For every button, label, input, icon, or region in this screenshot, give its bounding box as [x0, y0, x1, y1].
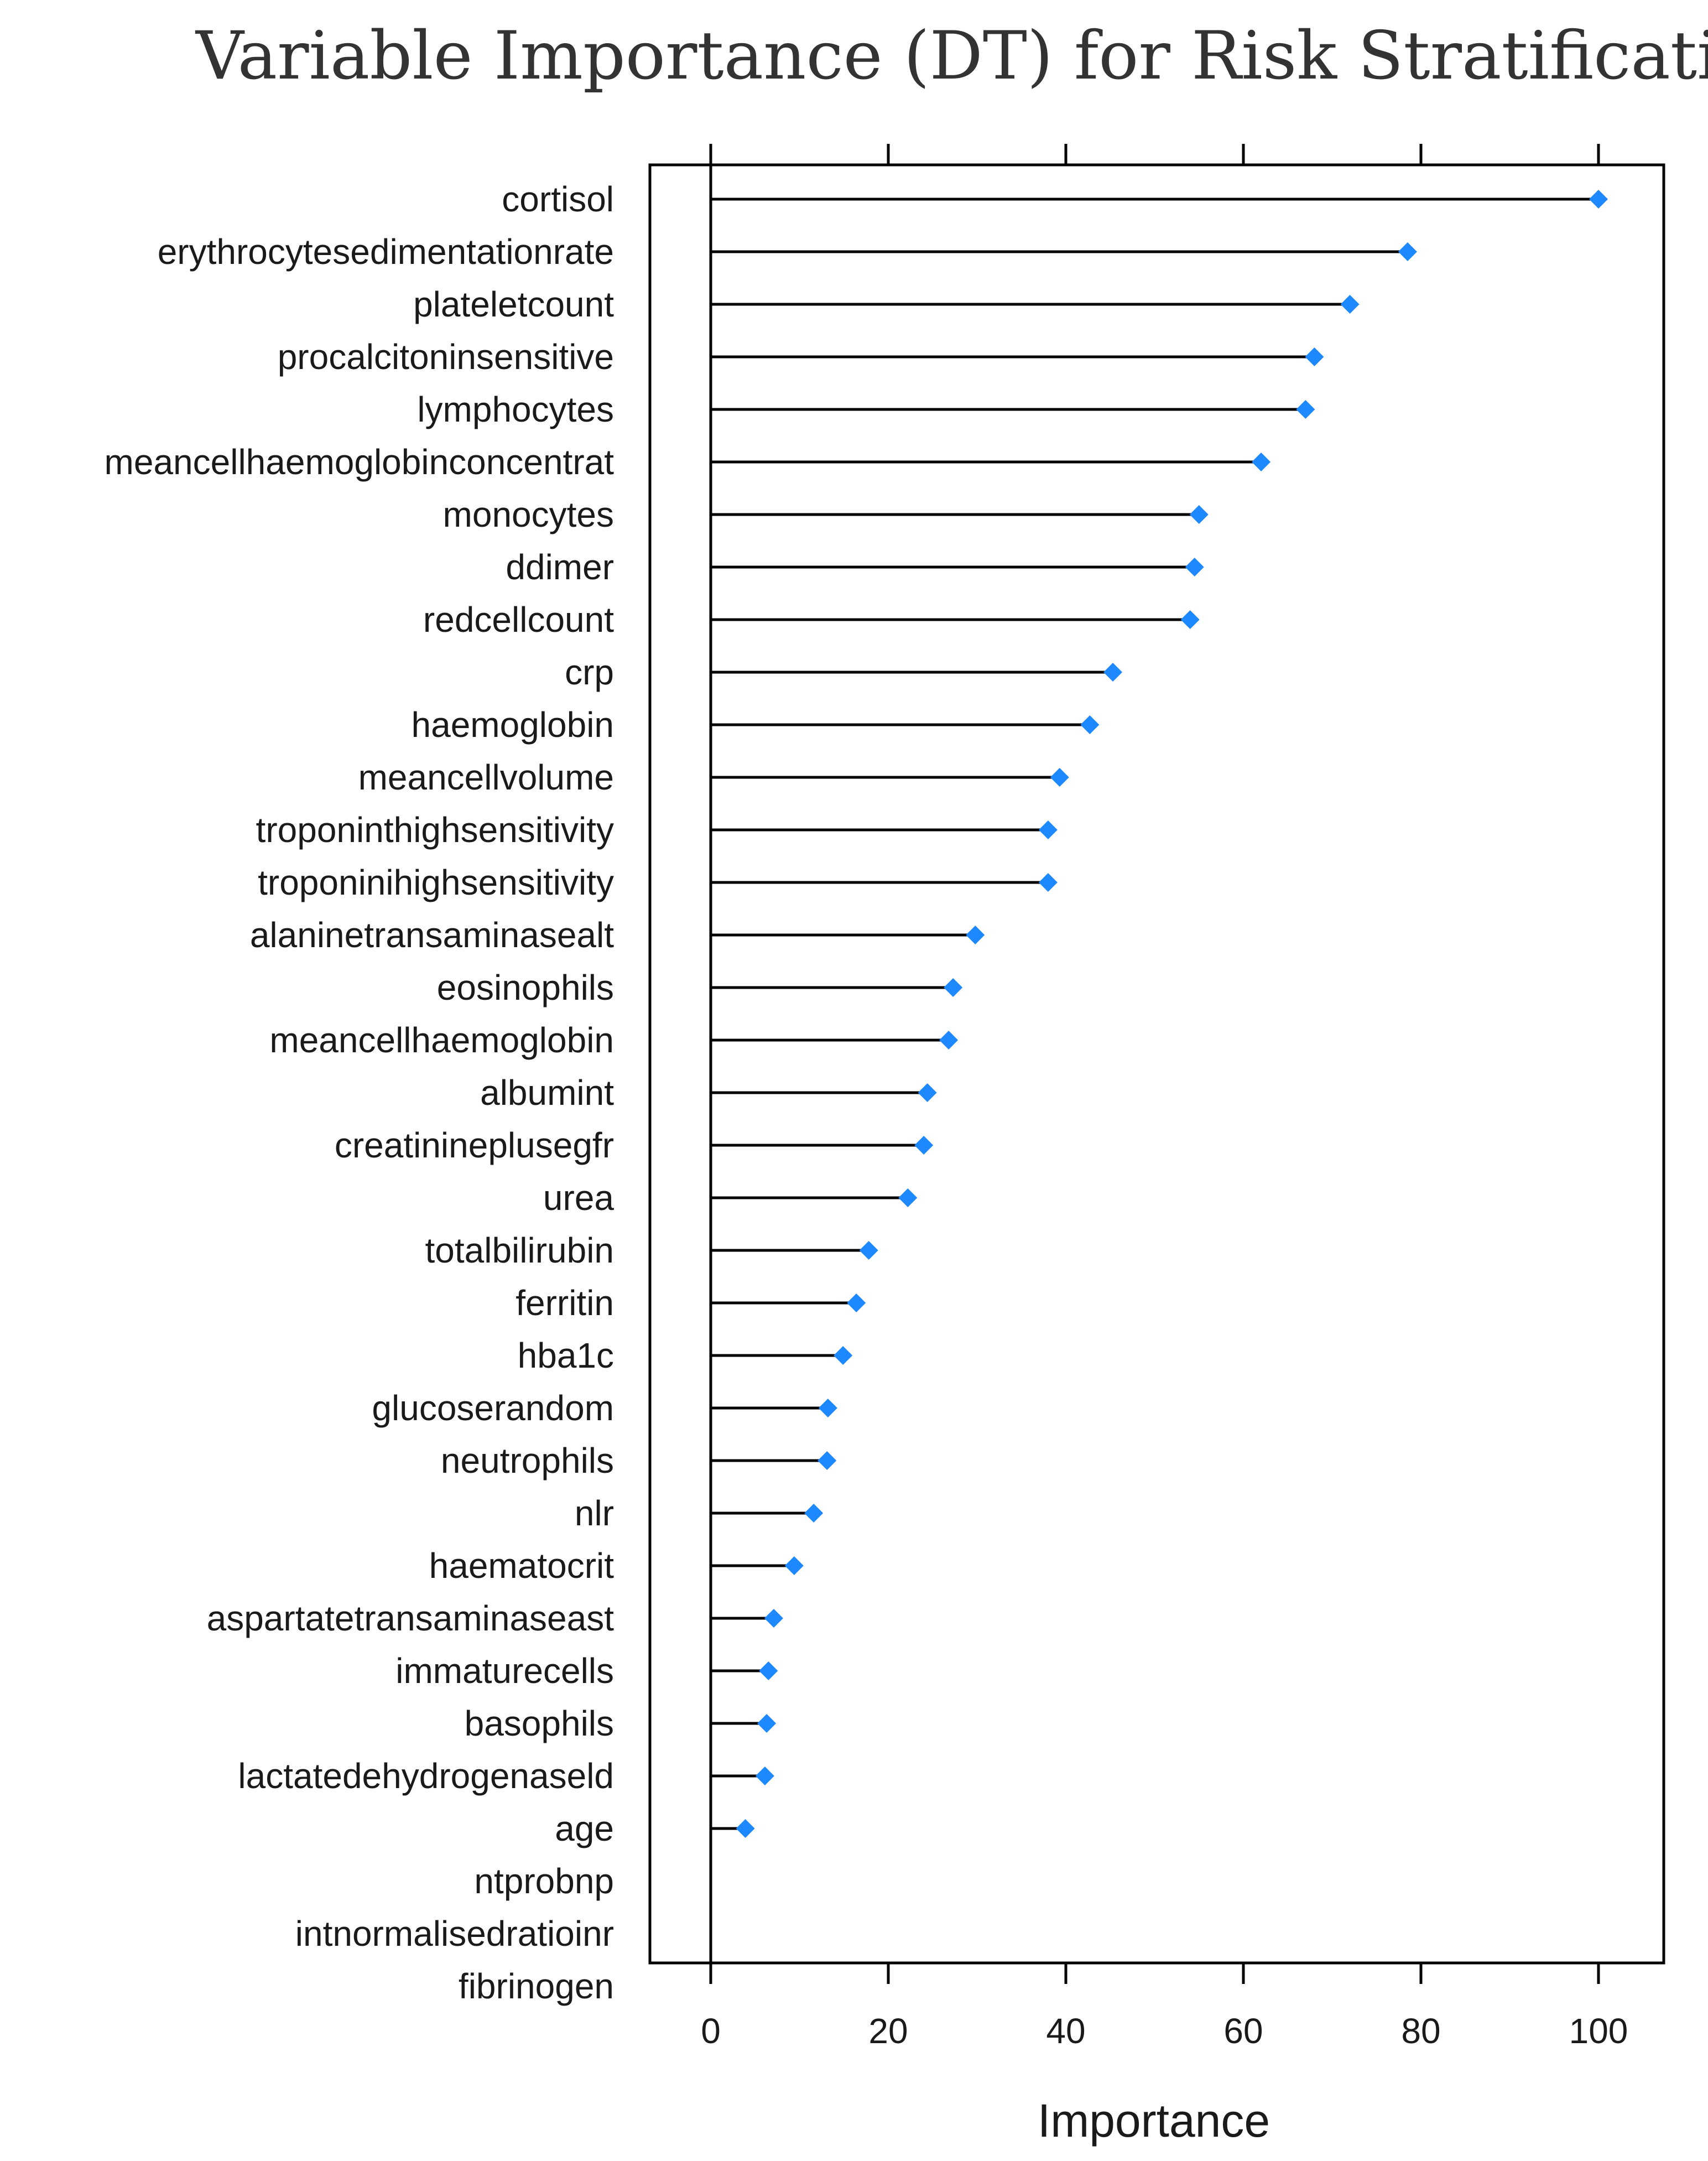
importance-marker	[939, 1031, 959, 1050]
category-label: age	[555, 1809, 614, 1848]
category-label: haemoglobin	[412, 705, 615, 745]
category-label: lactatedehydrogenaseld	[238, 1756, 614, 1796]
category-label: nlr	[575, 1493, 614, 1533]
category-label: albumint	[480, 1073, 614, 1113]
top-axis-ticks	[709, 144, 1600, 165]
importance-marker	[944, 978, 963, 997]
importance-marker	[1038, 873, 1058, 892]
category-label: troponinthighsensitivity	[256, 810, 614, 850]
importance-marker	[1185, 558, 1204, 576]
category-label: alaninetransaminasealt	[250, 915, 614, 955]
x-tick-label: 0	[701, 2011, 721, 2051]
category-label: basophils	[465, 1703, 614, 1743]
category-label: immaturecells	[395, 1651, 614, 1691]
category-label: ddimer	[506, 547, 614, 587]
category-label: eosinophils	[437, 968, 614, 1007]
category-label: hba1c	[518, 1336, 614, 1375]
plot-area-frame	[648, 163, 1665, 1965]
category-label: fibrinogen	[459, 1966, 614, 2006]
importance-marker	[757, 1714, 777, 1733]
x-tick-label: 100	[1569, 2011, 1628, 2051]
importance-marker	[847, 1294, 866, 1312]
category-label: troponinihighsensitivity	[258, 863, 614, 902]
importance-stems	[711, 198, 1598, 1830]
category-label: meancellhaemoglobinconcentrat	[105, 442, 615, 482]
category-label: redcellcount	[423, 600, 614, 640]
importance-marker	[1589, 190, 1608, 209]
category-label: aspartatetransaminaseast	[207, 1598, 615, 1638]
category-label: ferritin	[515, 1283, 614, 1323]
category-label: ntprobnp	[474, 1861, 614, 1901]
category-label: lymphocytes	[417, 389, 614, 429]
importance-marker	[1340, 295, 1360, 314]
importance-marker	[736, 1819, 755, 1838]
importance-marker	[755, 1767, 774, 1785]
importance-marker	[759, 1661, 778, 1680]
category-label: intnormalisedratioinr	[295, 1914, 614, 1954]
category-label: procalcitoninsensitive	[278, 337, 614, 377]
importance-marker	[818, 1399, 837, 1417]
category-label: totalbilirubin	[425, 1230, 614, 1270]
importance-marker	[1252, 453, 1271, 471]
importance-marker	[1103, 663, 1123, 682]
category-label: glucoserandom	[372, 1388, 614, 1428]
importance-marker	[1038, 820, 1058, 839]
category-label: creatinineplusegfr	[335, 1125, 614, 1165]
category-label: urea	[543, 1178, 615, 1218]
importance-marker	[1296, 400, 1315, 419]
importance-markers	[736, 190, 1608, 1838]
category-label: meancellhaemoglobin	[269, 1020, 614, 1060]
importance-marker	[1398, 242, 1417, 261]
category-label: erythrocytesedimentationrate	[158, 232, 614, 272]
importance-marker	[914, 1136, 934, 1155]
importance-marker	[1189, 505, 1209, 524]
x-tick-label: 40	[1046, 2011, 1085, 2051]
importance-marker	[898, 1188, 918, 1207]
category-label: meancellvolume	[358, 757, 614, 797]
importance-marker	[918, 1083, 937, 1102]
category-label: cortisol	[502, 179, 614, 219]
importance-marker	[859, 1241, 878, 1260]
importance-marker	[804, 1504, 824, 1523]
importance-marker	[1080, 715, 1100, 734]
importance-marker	[764, 1609, 783, 1628]
importance-marker	[784, 1556, 804, 1575]
x-tick-label: 80	[1401, 2011, 1440, 2051]
category-label: haematocrit	[429, 1546, 615, 1586]
importance-marker	[966, 926, 985, 944]
importance-marker	[1050, 768, 1069, 787]
category-labels: cortisol erythrocytesedimentationrate plat…	[105, 179, 615, 2006]
importance-marker	[1305, 347, 1324, 366]
category-label: crp	[565, 652, 614, 692]
importance-marker	[817, 1451, 837, 1470]
x-axis-title: Importance	[1038, 2095, 1270, 2147]
category-label: neutrophils	[441, 1441, 614, 1481]
category-label: plateletcount	[413, 284, 614, 324]
chart-title: Variable Importance (DT) for Risk Strati…	[195, 18, 1708, 95]
x-tick-label: 60	[1223, 2011, 1263, 2051]
x-tick-label: 20	[868, 2011, 908, 2051]
importance-marker	[1180, 610, 1200, 629]
bottom-axis: 0 20 40 60 80 100	[701, 1963, 1628, 2051]
importance-marker	[834, 1346, 853, 1365]
category-label: monocytes	[443, 495, 614, 534]
